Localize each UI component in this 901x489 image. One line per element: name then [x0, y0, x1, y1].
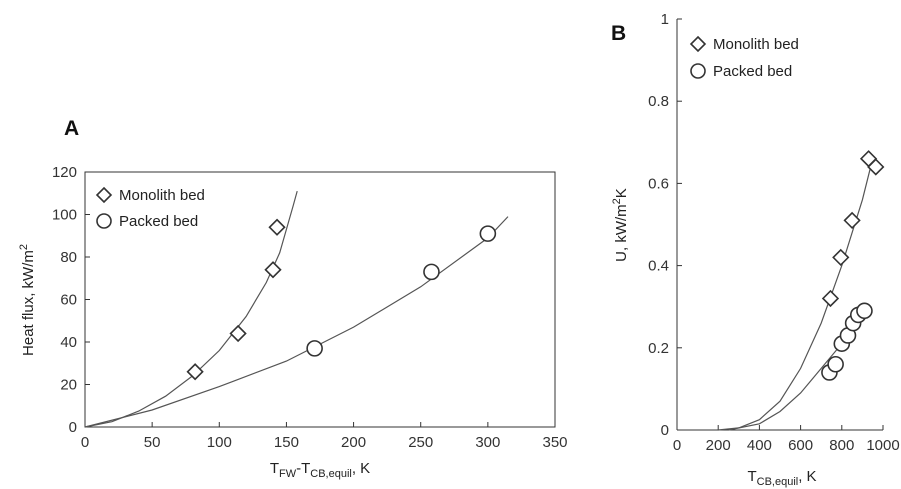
panel-b-x-tick-label: 600 — [788, 437, 813, 454]
panel-b-data-points — [821, 150, 885, 381]
panel-b-monolith-point — [843, 211, 861, 230]
panel-a-label: A — [64, 117, 79, 140]
panel-b-y-axis-label: U, kW/m2K — [611, 188, 630, 262]
panel-a-ylabel-t1: Heat flux, kW/m — [20, 250, 37, 356]
panel-b-monolith-fit-line — [718, 158, 874, 431]
panel-a-x-tick-label: 350 — [542, 434, 567, 451]
panel-a-x-tick-label: 250 — [408, 434, 433, 451]
panel-a-y-tick-label: 40 — [60, 334, 77, 351]
panel-b-label: B — [611, 22, 626, 45]
panel-a-legend-circle-marker — [96, 213, 112, 229]
panel-b-legend-circle-marker — [690, 63, 706, 79]
panel-b-legend: Monolith bed Packed bed — [689, 35, 799, 80]
panel-a-packed-fit-line — [84, 216, 509, 428]
panel-a-monolith-point — [229, 324, 247, 343]
panel-a-y-tick-label: 80 — [60, 249, 77, 266]
panel-b-y-tick-label: 0.6 — [648, 175, 669, 192]
panel-a-y-axis: 0 20 40 60 80 100 120 — [52, 164, 90, 436]
panel-a-legend: Monolith bed Packed bed — [95, 186, 205, 230]
panel-a-x-tick-label: 200 — [341, 434, 366, 451]
panel-b-ylabel-sup: 2 — [611, 198, 623, 204]
panel-a-xlabel-t1: T — [270, 460, 279, 477]
panel-b-legend-diamond-marker — [689, 35, 707, 53]
panel-a-y-tick-label: 60 — [60, 292, 77, 309]
panel-a-packed-point — [423, 263, 440, 281]
panel-a-legend-diamond-marker — [95, 186, 113, 204]
panel-a-x-tick-label: 100 — [207, 434, 232, 451]
panel-a-x-tick-label: 300 — [475, 434, 500, 451]
panel-b-y-tick-label: 0.2 — [648, 340, 669, 357]
panel-b-fit-curves — [718, 158, 874, 431]
panel-a-y-tick-label: 120 — [52, 164, 77, 181]
panel-a-monolith-point — [268, 218, 286, 236]
panel-b-ylabel-t2: K — [613, 188, 630, 198]
panel-a-monolith-point — [264, 261, 282, 279]
panel-b-y-tick-label: 0 — [661, 422, 669, 439]
panel-a-y-tick-label: 100 — [52, 207, 77, 224]
panel-b-x-tick-label: 200 — [706, 437, 731, 454]
panel-b-y-tick-label: 1 — [661, 11, 669, 28]
panel-b-x-tick-label: 800 — [829, 437, 854, 454]
panel-b-packed-point — [856, 302, 873, 320]
panel-b-x-axis: 0 200 400 600 800 1000 — [673, 425, 900, 454]
panel-b-x-tick-label: 400 — [747, 437, 772, 454]
panel-a-y-axis-label: Heat flux, kW/m2 — [18, 244, 37, 356]
panel-b-xlabel-sub: CB,equil — [757, 476, 799, 488]
panel-b-y-axis: 0 0.2 0.4 0.6 0.8 1 — [648, 11, 682, 439]
panel-b-xlabel-t1: T — [747, 468, 756, 485]
panel-a-xlabel-t3: , K — [352, 460, 370, 477]
panel-b-packed-point — [827, 355, 844, 373]
panel-a-y-tick-label: 0 — [69, 419, 77, 436]
panel-b-ylabel-t1: U, kW/m — [613, 204, 630, 262]
panel-a-legend-packed: Packed bed — [119, 213, 198, 230]
panel-a-monolith-point — [186, 363, 204, 381]
panel-b-legend-monolith: Monolith bed — [713, 36, 799, 53]
panel-a-packed-point — [306, 340, 323, 357]
panel-a-x-axis: 0 50 100 150 200 250 300 350 — [81, 422, 568, 451]
panel-b-legend-packed: Packed bed — [713, 63, 792, 80]
panel-a-ylabel-sup: 2 — [18, 244, 30, 250]
panel-b-x-tick-label: 1000 — [866, 437, 899, 454]
panel-a-monolith-fit-line — [84, 190, 298, 428]
panel-b: B 0 0.2 0.4 0.6 0.8 1 0 200 400 600 800 1000 TCB,e… — [611, 11, 900, 488]
panel-a-xlabel-t2: -T — [296, 460, 310, 477]
panel-a-legend-monolith: Monolith bed — [119, 187, 205, 204]
panel-a-plot-area — [84, 171, 556, 428]
panel-b-xlabel-t2: , K — [798, 468, 816, 485]
panel-a-y-tick-label: 20 — [60, 377, 77, 394]
panel-a-data-points — [186, 218, 497, 381]
panel-b-monolith-point — [867, 158, 885, 176]
panel-b-y-tick-label: 0.8 — [648, 93, 669, 110]
panel-b-y-tick-label: 0.4 — [648, 258, 669, 275]
panel-a-packed-point — [479, 225, 497, 242]
panel-b-monolith-point — [821, 289, 840, 308]
panel-b-x-axis-label: TCB,equil, K — [747, 468, 816, 488]
panel-a-x-axis-label: TFW-TCB,equil, K — [270, 460, 370, 480]
panel-b-monolith-point — [832, 248, 850, 267]
panel-a-x-tick-label: 50 — [144, 434, 161, 451]
panel-a-x-tick-label: 150 — [274, 434, 299, 451]
panel-a-xlabel-sub2: CB,equil — [310, 468, 352, 480]
panel-a-x-tick-label: 0 — [81, 434, 89, 451]
panel-a-xlabel-sub1: FW — [279, 468, 297, 480]
panel-b-x-tick-label: 0 — [673, 437, 681, 454]
